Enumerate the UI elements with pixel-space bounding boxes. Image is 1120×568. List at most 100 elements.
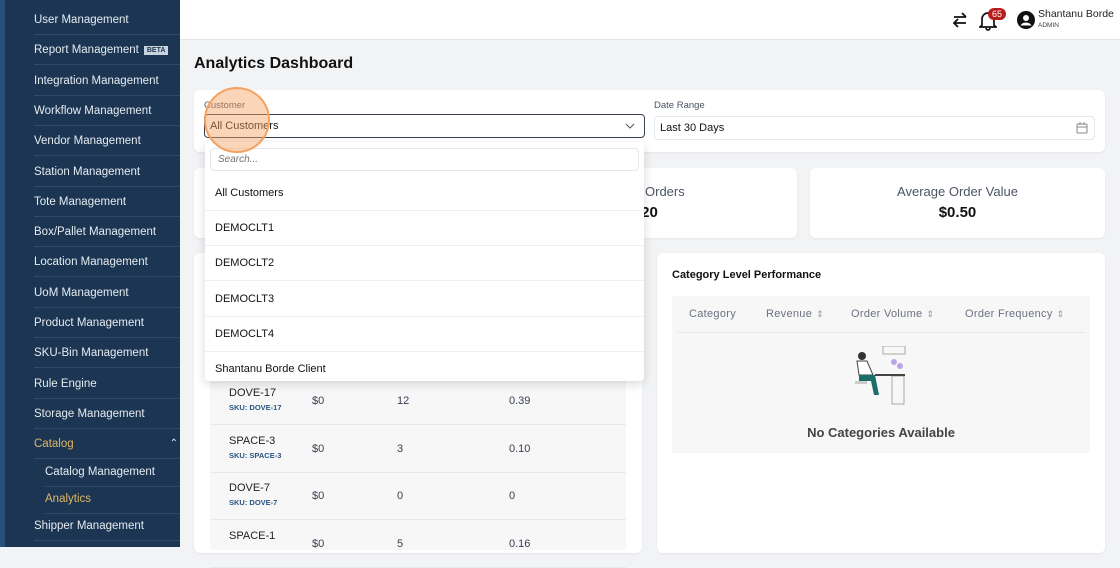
sidebar-item-uom-management[interactable]: UoM Management <box>34 278 180 308</box>
product-revenue: $0 <box>312 537 325 550</box>
sidebar-item-label: Catalog <box>34 438 74 451</box>
customer-option[interactable]: DEMOCLT2 <box>205 246 644 282</box>
sidebar: User Management Report Management BETA Inte… <box>0 0 180 547</box>
column-header-label: Revenue <box>766 308 813 320</box>
product-name: SPACE-3 <box>229 434 276 447</box>
aov-value: $0.50 <box>938 204 977 221</box>
column-header-order-frequency[interactable]: Order Frequency ⇕ <box>965 308 1065 320</box>
sidebar-item-label: Rule Engine <box>34 377 97 390</box>
chevron-down-icon <box>625 123 635 129</box>
product-frequency: 0 <box>509 490 516 502</box>
empty-state-illustration <box>855 346 906 405</box>
product-name: DOVE-7 <box>229 482 270 494</box>
sidebar-item-rule-engine[interactable]: Rule Engine <box>34 369 180 399</box>
product-frequency: 0.16 <box>509 537 531 550</box>
sidebar-item-label: Storage Management <box>34 407 145 420</box>
calendar-icon[interactable] <box>1076 122 1088 134</box>
column-header-label: Category <box>689 308 737 320</box>
column-header-order-volume[interactable]: Order Volume ⇕ <box>851 308 934 320</box>
product-volume: 0 <box>397 490 404 502</box>
table-row[interactable]: SPACE-3 SKU: SPACE-3 $0 3 0.10 <box>210 426 626 473</box>
sidebar-item-workflow-management[interactable]: Workflow Management <box>34 96 180 126</box>
sidebar-item-analytics[interactable]: Analytics <box>45 484 180 514</box>
sidebar-item-label: Station Management <box>34 165 141 178</box>
column-header-revenue[interactable]: Revenue ⇕ <box>766 308 824 320</box>
date-range-input[interactable]: Last 30 Days <box>654 116 1095 140</box>
sidebar-item-shipper-management[interactable]: Shipper Management <box>34 511 180 541</box>
customer-search-input[interactable] <box>210 148 639 171</box>
empty-state-text: No Categories Available <box>807 425 955 440</box>
customer-option[interactable]: DEMOCLT1 <box>205 211 644 247</box>
customer-dropdown: All CustomersDEMOCLT1DEMOCLT2DEMOCLT3DEM… <box>205 142 644 381</box>
customer-option[interactable]: DEMOCLT3 <box>205 282 644 317</box>
notification-badge: 65 <box>988 8 1007 20</box>
product-frequency: 0.10 <box>509 442 531 455</box>
table-row[interactable]: SPACE-1 $0 5 0.16 <box>210 521 626 568</box>
stat-card-aov: Average Order Value $0.50 <box>810 168 1105 238</box>
sidebar-item-location-management[interactable]: Location Management <box>34 247 180 278</box>
sidebar-item-integration-management[interactable]: Integration Management <box>34 66 180 96</box>
product-sku: SKU: DOVE-7 <box>229 498 278 507</box>
user-avatar-icon[interactable] <box>1017 11 1035 29</box>
sidebar-item-label: User Management <box>34 14 129 26</box>
sidebar-item-box-pallet-management[interactable]: Box/Pallet Management <box>34 217 180 248</box>
product-volume: 12 <box>397 395 410 407</box>
product-volume: 3 <box>397 442 404 455</box>
product-sku: SKU: DOVE-17 <box>229 403 282 412</box>
product-table <box>210 380 626 550</box>
sidebar-item-label: Shipper Management <box>34 520 144 532</box>
customer-option[interactable]: Shantanu Borde Client <box>205 352 644 381</box>
category-title: Category Level Performance <box>672 269 822 281</box>
sidebar-item-label: Box/Pallet Management <box>34 226 157 239</box>
sidebar-item-storage-management[interactable]: Storage Management <box>34 399 180 429</box>
sidebar-item-catalog-management[interactable]: Catalog Management <box>45 457 180 487</box>
user-role: ADMIN <box>1038 22 1059 29</box>
sort-icon[interactable]: ⇕ <box>1056 309 1065 319</box>
user-name: Shantanu Borde <box>1038 8 1114 20</box>
sidebar-item-tote-management[interactable]: Tote Management <box>34 187 180 217</box>
product-volume: 5 <box>397 537 404 550</box>
product-frequency: 0.39 <box>509 395 531 407</box>
orders-label: Orders <box>645 184 685 199</box>
chevron-up-icon[interactable]: ⌃ <box>169 438 178 450</box>
customer-option[interactable]: All Customers <box>205 176 644 211</box>
customer-select[interactable]: All Customers <box>204 114 645 138</box>
sidebar-item-label: Tote Management <box>34 195 127 208</box>
column-header-category[interactable]: Category <box>689 308 736 320</box>
column-header-label: Order Frequency <box>965 308 1053 320</box>
sidebar-item-label: Analytics <box>45 493 92 505</box>
customer-option[interactable]: DEMOCLT4 <box>205 317 644 352</box>
sidebar-item-vendor-management[interactable]: Vendor Management <box>34 126 180 157</box>
product-name: SPACE-1 <box>229 529 276 542</box>
table-row[interactable]: DOVE-7 SKU: DOVE-7 $0 0 0 <box>210 473 626 520</box>
sidebar-item-sku-bin-management[interactable]: SKU-Bin Management <box>34 338 180 369</box>
sidebar-item-label: Integration Management <box>34 74 159 87</box>
product-name: DOVE-17 <box>229 387 277 399</box>
column-header-label: Order Volume <box>851 308 923 320</box>
orders-value: 20 <box>641 204 658 221</box>
product-revenue: $0 <box>312 490 325 502</box>
category-performance-card: Category Level Performance No Categories… <box>657 253 1105 553</box>
sidebar-item-label: Workflow Management <box>34 104 152 117</box>
product-revenue: $0 <box>312 395 325 407</box>
date-range-value: Last 30 Days <box>660 122 725 134</box>
top-bar: 65 Shantanu Borde ADMIN <box>180 0 1120 40</box>
category-table: No Categories Available <box>672 296 1090 453</box>
sidebar-item-label: Report Management <box>34 44 139 57</box>
page-title: Analytics Dashboard <box>194 55 354 72</box>
sort-icon[interactable]: ⇕ <box>926 309 935 319</box>
sidebar-item-catalog[interactable]: Catalog ⌃ <box>34 429 180 460</box>
sidebar-strip <box>0 0 5 547</box>
sidebar-item-report-management[interactable]: Report Management BETA <box>34 35 180 66</box>
table-row[interactable]: DOVE-17 SKU: DOVE-17 $0 12 0.39 <box>210 378 626 425</box>
product-revenue: $0 <box>312 442 325 455</box>
sidebar-item-user-management[interactable]: User Management <box>34 5 180 35</box>
sidebar-item-product-management[interactable]: Product Management <box>34 308 180 338</box>
beta-badge: BETA <box>143 46 169 56</box>
sort-icon[interactable]: ⇕ <box>816 309 824 319</box>
sidebar-item-station-management[interactable]: Station Management <box>34 157 180 187</box>
switch-icon[interactable] <box>951 11 969 29</box>
click-highlight <box>204 87 270 153</box>
sidebar-item-label: UoM Management <box>34 286 129 299</box>
sidebar-item-label: Product Management <box>34 317 144 329</box>
